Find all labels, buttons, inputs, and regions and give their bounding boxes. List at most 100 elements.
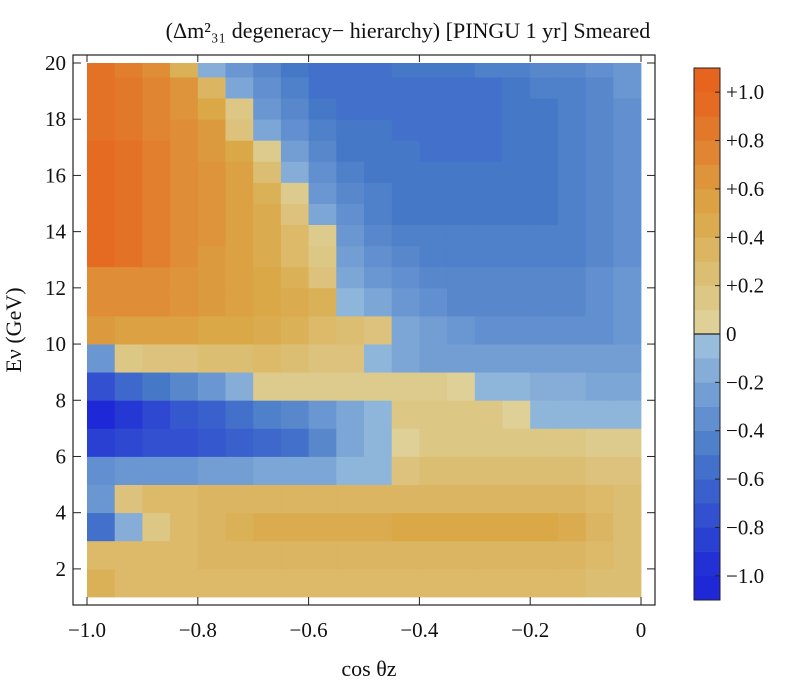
heatmap-cell (364, 287, 393, 317)
heatmap-cell (280, 540, 309, 570)
heatmap-cell (170, 77, 199, 99)
heatmap-cell (502, 568, 531, 598)
heatmap-cell (308, 540, 337, 570)
colorbar-swatch (694, 261, 720, 286)
heatmap-cell (585, 372, 614, 401)
heatmap-cell (391, 372, 420, 401)
heatmap-cell (391, 203, 420, 226)
heatmap-cell (474, 456, 503, 485)
heatmap-cell (585, 119, 614, 141)
heatmap-cell (142, 266, 171, 289)
heatmap-cell (336, 372, 365, 401)
heatmap-cell (419, 400, 448, 429)
heatmap-cell (391, 140, 420, 162)
heatmap-cell (142, 456, 171, 485)
heatmap-cell (585, 161, 614, 183)
heatmap-cell (364, 512, 393, 542)
heatmap-cell (197, 182, 226, 204)
heatmap-cell (114, 456, 143, 485)
heatmap-cell (87, 266, 116, 289)
heatmap-cell (170, 512, 199, 542)
heatmap-cell (391, 98, 420, 120)
heatmap-cell (585, 63, 614, 78)
heatmap-cell (225, 287, 254, 317)
heatmap-cell (308, 344, 337, 373)
heatmap-cell (336, 400, 365, 429)
heatmap-cell (530, 484, 559, 514)
heatmap-cell (225, 456, 254, 485)
heatmap-cell (253, 287, 282, 317)
heatmap-cell (197, 224, 226, 247)
colorbar-tick-label: +1.0 (726, 80, 764, 104)
heatmap-cell (557, 63, 586, 78)
heatmap-cell (613, 400, 642, 429)
heatmap-cell (447, 315, 476, 345)
heatmap-cell (585, 287, 614, 317)
heatmap-cell (530, 63, 559, 78)
heatmap-cell (585, 512, 614, 542)
heatmap-cell (474, 63, 503, 78)
heatmap-cell (280, 428, 309, 457)
heatmap-cell (225, 98, 254, 120)
heatmap-cell (308, 456, 337, 485)
colorbar-swatch (694, 213, 720, 238)
heatmap-cell (419, 98, 448, 120)
heatmap-cell (391, 119, 420, 141)
heatmap-cell (447, 140, 476, 162)
heatmap-cell (142, 203, 171, 226)
heatmap-cell (474, 400, 503, 429)
heatmap-cell (253, 315, 282, 345)
heatmap-cell (280, 140, 309, 162)
heatmap-cell (474, 266, 503, 289)
heatmap-cell (530, 224, 559, 247)
heatmap-cell (502, 77, 531, 99)
heatmap-cell (170, 372, 199, 401)
heatmap-cell (557, 245, 586, 268)
heatmap-cell (280, 63, 309, 78)
heatmap-cell (613, 203, 642, 226)
heatmap-cell (308, 224, 337, 247)
colorbar-swatch (694, 551, 720, 577)
heatmap-cell (419, 315, 448, 345)
heatmap-cell (391, 344, 420, 373)
heatmap-cell (474, 568, 503, 598)
heatmap-cell (474, 77, 503, 99)
heatmap-cell (364, 428, 393, 457)
y-tick-label: 18 (45, 107, 66, 131)
heatmap-cell (364, 456, 393, 485)
colorbar-tick-label: 0 (726, 322, 737, 346)
heatmap-cell (336, 266, 365, 289)
heatmap-cell (336, 161, 365, 183)
heatmap-cell (336, 98, 365, 120)
heatmap-cell (419, 287, 448, 317)
heatmap-cell (253, 344, 282, 373)
plot-frame (72, 54, 656, 606)
heatmap-cell (585, 344, 614, 373)
heatmap-cell (391, 400, 420, 429)
x-axis: −1.0 −0.8 −0.6 −0.4 −0.2 0 (68, 55, 646, 642)
heatmap-cell (419, 140, 448, 162)
heatmap-cell (170, 344, 199, 373)
chart-title: (Δm²₃₁ degeneracy− hierarchy) [PINGU 1 y… (166, 18, 651, 43)
heatmap-cell (336, 568, 365, 598)
heatmap-cell (364, 140, 393, 162)
heatmap-cell (114, 400, 143, 429)
heatmap-cell (364, 245, 393, 268)
heatmap-cell (474, 428, 503, 457)
heatmap-cell (557, 428, 586, 457)
heatmap-cell (447, 344, 476, 373)
heatmap-cell (585, 568, 614, 598)
x-axis-label: cos θz (341, 656, 396, 681)
heatmap-cell (142, 98, 171, 120)
heatmap-cell (530, 182, 559, 204)
heatmap-cell (336, 224, 365, 247)
heatmap-cell (557, 456, 586, 485)
heatmap-cell (170, 287, 199, 317)
heatmap-cell (502, 372, 531, 401)
heatmap-cell (280, 456, 309, 485)
heatmap-cell (557, 266, 586, 289)
heatmap-cell (114, 224, 143, 247)
heatmap-cell (557, 568, 586, 598)
heatmap-cell (530, 161, 559, 183)
colorbar-swatch (694, 334, 720, 359)
